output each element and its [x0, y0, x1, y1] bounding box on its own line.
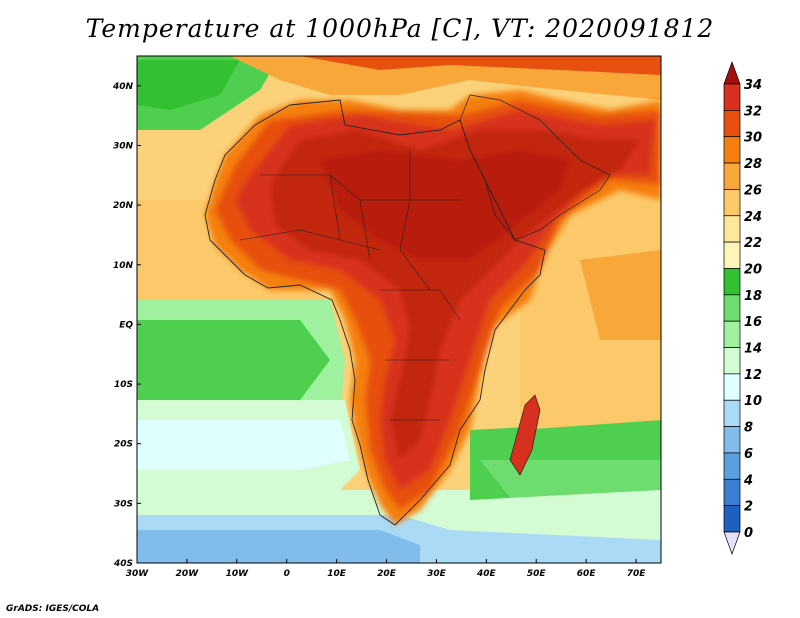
lon-tick-label: 0 [284, 569, 290, 579]
lat-tick-label: 40N [112, 82, 134, 92]
colorbar-label: 26 [744, 183, 762, 198]
lat-tick-label: 10S [114, 380, 133, 390]
lat-tick-label: 30S [114, 499, 133, 509]
colorbar-label: 20 [744, 262, 762, 277]
colorbar-swatch [723, 83, 741, 111]
colorbar-swatch [723, 452, 741, 480]
colorbar-swatch [723, 347, 741, 375]
lon-tick-label: 10E [327, 569, 347, 579]
lon-tick-label: 40E [476, 569, 497, 579]
lon-tick-label: 70E [627, 569, 647, 579]
colorbar-swatch [723, 373, 741, 401]
latitude-tick-labels: 40N 30N 20N 10N EQ 10S 20S 30S 40S [112, 82, 141, 569]
colorbar-label: 16 [744, 315, 762, 330]
lon-tick-label: 20W [176, 569, 200, 579]
colorbar-swatch [723, 110, 741, 138]
grads-credit: GrADS: IGES/COLA [6, 604, 100, 614]
colorbar-swatch [723, 241, 741, 269]
colorbar-label: 2 [744, 500, 753, 515]
lon-tick-label: 10W [226, 569, 250, 579]
map-field [137, 56, 661, 563]
colorbar-label: 32 [744, 104, 762, 119]
lon-tick-label: 60E [577, 569, 597, 579]
colorbar-label: 10 [744, 394, 762, 409]
lat-tick-label: EQ [119, 320, 133, 330]
colorbar-swatch [723, 162, 741, 190]
colorbar-label: 0 [744, 526, 753, 541]
colorbar-label: 8 [744, 421, 753, 436]
colorbar-label: 30 [744, 131, 762, 146]
colorbar-label: 6 [744, 447, 753, 462]
temperature-map: 30W 20W 10W 0 10E 20E 30E 40E 50E 60E 70E 40N30N20… [112, 55, 762, 579]
lon-tick-label: 50E [527, 569, 547, 579]
colorbar-swatch [723, 268, 741, 296]
colorbar-label: 22 [744, 236, 762, 251]
lat-tick-label: 30N [113, 141, 134, 151]
lat-tick-label: 20S [114, 440, 133, 450]
map-title: Temperature at 1000hPa [C], VT: 20200918… [85, 14, 715, 43]
colorbar-bottom-arrow [723, 531, 741, 556]
colorbar-swatch [723, 320, 741, 348]
colorbar-label: 14 [744, 342, 762, 357]
lon-tick-label: 30E [427, 569, 447, 579]
colorbar-label: 18 [744, 289, 762, 304]
lat-tick-label: 20N [113, 201, 134, 211]
colorbar-label: 24 [744, 210, 762, 225]
colorbar-top-arrow [723, 60, 741, 85]
colorbar-swatch [723, 215, 741, 243]
colorbar-swatch [723, 505, 741, 533]
colorbar-label: 12 [744, 368, 762, 383]
lat-tick-label: 10N [113, 261, 134, 271]
lon-tick-label: 30W [126, 569, 150, 579]
colorbar-swatch [723, 189, 741, 217]
colorbar-swatch [723, 136, 741, 164]
colorbar-label: 4 [743, 473, 753, 488]
lat-tick-label: 40S [113, 559, 133, 569]
longitude-tick-labels: 30W 20W 10W 0 10E 20E 30E 40E 50E 60E 70E [126, 559, 646, 579]
colorbar-swatch [723, 399, 741, 427]
colorbar-swatch [723, 478, 741, 506]
colorbar-swatch [723, 294, 741, 322]
lon-tick-label: 20E [377, 569, 397, 579]
colorbar-swatch [723, 426, 741, 454]
colorbar-label: 28 [744, 157, 762, 172]
colorbar-label: 34 [744, 78, 762, 93]
